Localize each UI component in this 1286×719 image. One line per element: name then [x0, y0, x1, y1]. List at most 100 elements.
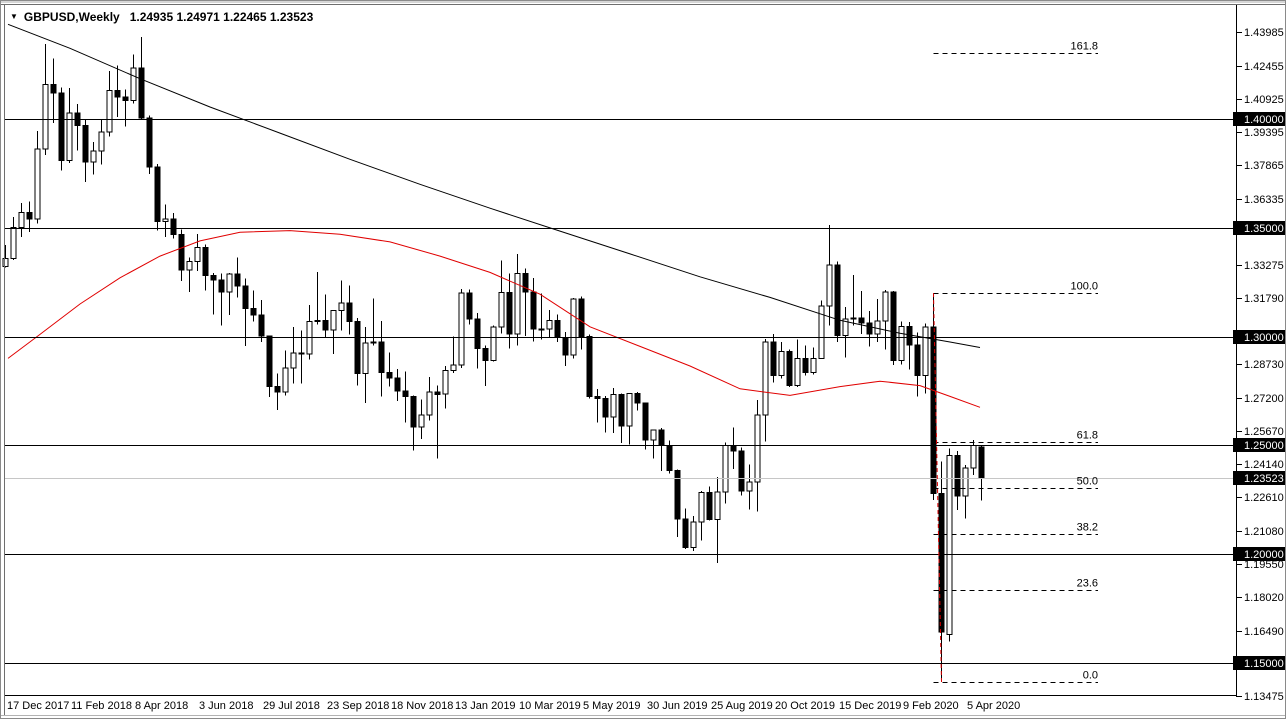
candle-body	[474, 318, 481, 350]
candle-body	[586, 336, 593, 397]
price-axis-label: 1.39395	[1244, 127, 1284, 139]
candle-body	[954, 455, 961, 497]
price-level-badge-label: 1.35000	[1244, 223, 1284, 235]
candle-body	[506, 292, 513, 335]
candle-body	[826, 264, 833, 307]
candle-body	[810, 357, 817, 373]
price-axis-label: 1.25670	[1244, 426, 1284, 438]
price-axis-label: 1.28730	[1244, 359, 1284, 371]
candle-body	[610, 393, 617, 418]
candle-body	[42, 84, 49, 150]
candle-body	[618, 393, 625, 427]
candle-body	[202, 246, 209, 277]
candle-body	[266, 335, 273, 388]
candle-body	[674, 469, 681, 520]
candle-body	[290, 352, 297, 369]
candle-body	[194, 246, 201, 262]
candle-body	[882, 291, 889, 322]
fib-level-label: 0.0	[1083, 670, 1098, 682]
candle-body	[530, 291, 537, 330]
candle-body	[706, 492, 713, 520]
candle-body	[850, 317, 857, 320]
candle-body	[802, 357, 809, 373]
candle-body	[242, 285, 249, 309]
candle-body	[434, 391, 441, 395]
candle-body	[946, 455, 953, 636]
price-axis-label: 1.22610	[1244, 492, 1284, 504]
candle-body	[410, 395, 417, 428]
candle-body	[10, 226, 17, 260]
candle-body	[794, 357, 801, 387]
price-level-badge-label: 1.40000	[1244, 114, 1284, 126]
time-axis-label: 15 Dec 2019	[839, 700, 901, 712]
candle-body	[138, 67, 145, 119]
ma-red-polyline	[7, 230, 981, 408]
candle-body	[898, 325, 905, 362]
price-level-badge	[1233, 547, 1286, 561]
candle-body	[578, 298, 585, 338]
time-axis-label: 25 Aug 2019	[711, 700, 773, 712]
ma-black-polyline	[7, 23, 981, 348]
current-price-badge	[1233, 471, 1286, 485]
current-price-badge-label: 1.23523	[1244, 473, 1284, 485]
candle-body	[338, 302, 345, 311]
price-level-badge-label: 1.25000	[1244, 440, 1284, 452]
time-axis-label: 20 Oct 2019	[775, 700, 835, 712]
moving-average-fast-line	[7, 230, 981, 408]
price-axis-label: 1.19550	[1244, 559, 1284, 571]
candle-body	[690, 521, 697, 549]
price-axis-label: 1.21080	[1244, 526, 1284, 538]
candle-body	[170, 218, 177, 235]
candle-body	[698, 492, 705, 523]
candle-body	[546, 319, 553, 330]
symbol-dropdown-icon[interactable]: ▼	[10, 12, 18, 21]
candle-body	[250, 307, 257, 316]
time-axis-label: 5 Apr 2020	[967, 700, 1020, 712]
price-level-badge	[1233, 438, 1286, 452]
candle-body	[186, 261, 193, 271]
chart-title: ▼ GBPUSD,Weekly 1.24935 1.24971 1.22465 …	[10, 10, 313, 24]
candle-body	[154, 166, 161, 222]
time-axis-label: 10 Mar 2019	[519, 700, 581, 712]
candle-body	[730, 444, 737, 452]
price-axis-label: 1.24140	[1244, 459, 1284, 471]
window-top-border	[0, 4, 1286, 5]
candle-body	[362, 342, 369, 375]
candle-body	[58, 92, 65, 161]
time-axis-label: 29 Jul 2018	[263, 700, 320, 712]
candle-body	[122, 96, 129, 101]
candle-body	[98, 131, 105, 152]
candle-body	[682, 518, 689, 549]
candle-body	[298, 352, 305, 355]
candle-body	[818, 305, 825, 359]
candle-body	[874, 320, 881, 335]
candle-body	[234, 273, 241, 287]
candle-body	[450, 364, 457, 371]
time-axis-label: 5 May 2019	[583, 700, 640, 712]
price-level-badge-label: 1.30000	[1244, 332, 1284, 344]
candle-body	[522, 273, 529, 293]
candle-body	[634, 393, 641, 404]
fib-level-label: 61.8	[1077, 430, 1098, 442]
candle-body	[426, 391, 433, 416]
symbol-period-label: GBPUSD,Weekly	[23, 10, 120, 24]
price-axis-label: 1.27200	[1244, 393, 1284, 405]
candle-body	[226, 273, 233, 293]
fibonacci-retracement[interactable]: 0.0 23.6 38.2 50.0 61.8 100.0 161.8	[933, 41, 1099, 683]
time-axis[interactable]: 17 Dec 2017 11 Feb 2018 8 Apr 2018 3 Jun 20…	[5, 695, 1237, 713]
price-axis[interactable]: 1.43985 1.42455 1.40925 1.39395 1.37865 1.363…	[1233, 5, 1286, 703]
candle-body	[554, 319, 561, 339]
candle-body	[562, 337, 569, 356]
candle-body	[418, 414, 425, 428]
fib-level-label: 100.0	[1070, 281, 1098, 293]
price-axis-label: 1.33275	[1244, 260, 1284, 272]
candle-body	[258, 314, 265, 337]
candle-body	[930, 326, 937, 494]
candle-body	[178, 233, 185, 271]
price-axis-label: 1.31790	[1244, 293, 1284, 305]
fib-level-label: 161.8	[1070, 41, 1098, 53]
candle-body	[666, 444, 673, 471]
price-level-badge-label: 1.15000	[1244, 658, 1284, 670]
candle-body	[458, 292, 465, 366]
